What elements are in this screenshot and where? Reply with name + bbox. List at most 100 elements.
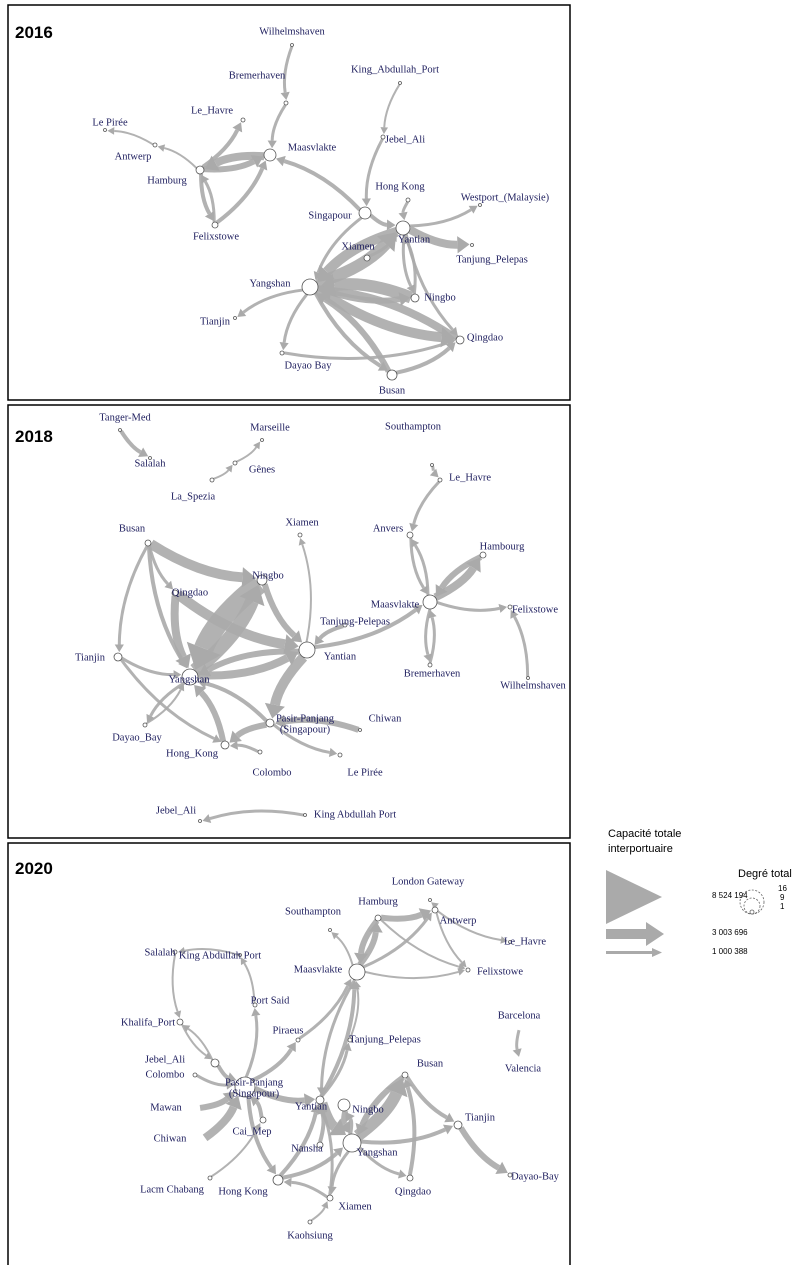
flow-arrowhead — [402, 1078, 413, 1089]
port-node — [207, 1175, 213, 1181]
port-label: Antwerp — [440, 915, 477, 926]
port-label: Bremerhaven — [229, 70, 286, 81]
flow-edge — [199, 173, 212, 215]
flow-arrowhead — [512, 1048, 522, 1057]
port-label: Yangshan — [169, 674, 211, 685]
flow-arrowhead — [397, 1169, 407, 1179]
port-node — [405, 197, 411, 203]
flow-arrowhead — [239, 584, 265, 607]
port-node — [380, 134, 386, 140]
flow-edge — [436, 601, 500, 612]
flow-edge — [360, 1127, 447, 1145]
flow-edge — [119, 429, 142, 455]
port-node — [263, 148, 277, 162]
flow-edge — [364, 138, 384, 199]
flow-arrowhead — [146, 713, 155, 723]
port-node — [181, 668, 199, 686]
flow-edge — [318, 624, 344, 640]
flow-edge — [242, 288, 303, 314]
port-node — [358, 206, 372, 220]
flow-edge — [282, 293, 309, 343]
port-label: Tianjin — [200, 316, 231, 327]
flow-edge — [369, 213, 388, 227]
flow-arrowhead — [253, 1122, 261, 1131]
flow-edge — [405, 1086, 417, 1176]
port-node — [430, 463, 434, 467]
flow-edge — [119, 658, 215, 740]
flow-edge — [409, 537, 425, 589]
flow-arrowhead — [498, 603, 508, 613]
port-label: Antwerp — [115, 151, 152, 162]
flow-edge — [407, 226, 458, 249]
flow-arrowhead — [328, 747, 338, 757]
port-label: Yantian — [324, 651, 357, 662]
port-node — [144, 539, 152, 547]
flow-arrowhead — [377, 361, 388, 371]
port-label: Maasvlakte — [371, 599, 420, 610]
port-label: Hong Kong — [218, 1186, 268, 1197]
flow-arrowhead — [212, 734, 222, 743]
flow-arrowhead — [419, 585, 428, 595]
port-node — [508, 940, 512, 944]
flow-arrowhead — [406, 284, 415, 294]
port-label: Tanjung-Pelepas — [320, 616, 390, 627]
flow-edge — [383, 83, 401, 128]
flow-arrowhead — [457, 962, 466, 971]
flow-edge — [431, 466, 435, 474]
flow-arrowhead — [202, 814, 212, 823]
flow-arrowhead — [225, 464, 233, 473]
port-label: Yangshan — [357, 1147, 399, 1158]
port-label: King Abdullah Port — [179, 950, 261, 961]
flow-arrowhead — [409, 522, 419, 532]
flow-arrowhead — [280, 91, 290, 101]
port-label: Westport_(Malaysie) — [461, 192, 550, 203]
flow-edge — [320, 1049, 349, 1098]
port-label: Gênes — [249, 464, 275, 475]
port-node — [295, 1037, 301, 1043]
flow-edge — [196, 1074, 227, 1087]
port-label: Busan — [379, 385, 406, 396]
flow-edge — [379, 918, 460, 968]
port-label: Jebel_Ali — [156, 805, 196, 816]
flow-edge — [215, 167, 265, 225]
flow-edge — [291, 1180, 329, 1199]
flow-arrowhead — [431, 902, 439, 910]
port-node — [428, 898, 432, 902]
flow-edge — [246, 1096, 273, 1169]
flow-arrowhead — [173, 1010, 182, 1019]
flow-edge — [358, 918, 380, 954]
port-node — [259, 1116, 267, 1124]
flow-arrowhead — [429, 468, 439, 478]
port-label: Hambourg — [480, 541, 525, 552]
port-label: Yantian — [295, 1101, 328, 1112]
flow-arrowhead — [318, 282, 332, 300]
flow-edge — [284, 716, 360, 733]
flow-edge — [114, 129, 154, 146]
flow-edge — [335, 935, 354, 966]
flow-edge — [439, 554, 483, 590]
port-node — [427, 662, 433, 668]
flow-edge — [433, 565, 477, 601]
port-label: Piraeus — [273, 1025, 304, 1036]
flow-edge — [401, 234, 413, 287]
port-node — [406, 531, 414, 539]
flow-edge — [513, 615, 530, 677]
legend-title: interportuaire — [608, 843, 673, 855]
port-node — [232, 460, 238, 466]
port-label: Yantian — [398, 234, 431, 245]
flow-edge — [117, 545, 149, 645]
port-label: Le Pirée — [92, 117, 128, 128]
flow-edge — [184, 947, 239, 956]
flow-edge — [314, 285, 442, 343]
panel-year: 2018 — [15, 427, 53, 446]
flow-arrowhead — [457, 968, 466, 976]
flow-arrowhead — [354, 952, 369, 964]
flow-arrowhead — [343, 978, 352, 988]
flow-edge — [316, 216, 363, 274]
flow-arrowhead — [173, 670, 182, 680]
flow-edge — [255, 1100, 264, 1118]
flow-edge — [235, 721, 267, 739]
flow-edge — [357, 931, 379, 967]
flow-arrowhead — [355, 1122, 369, 1136]
port-label: Barcelona — [498, 1010, 541, 1021]
